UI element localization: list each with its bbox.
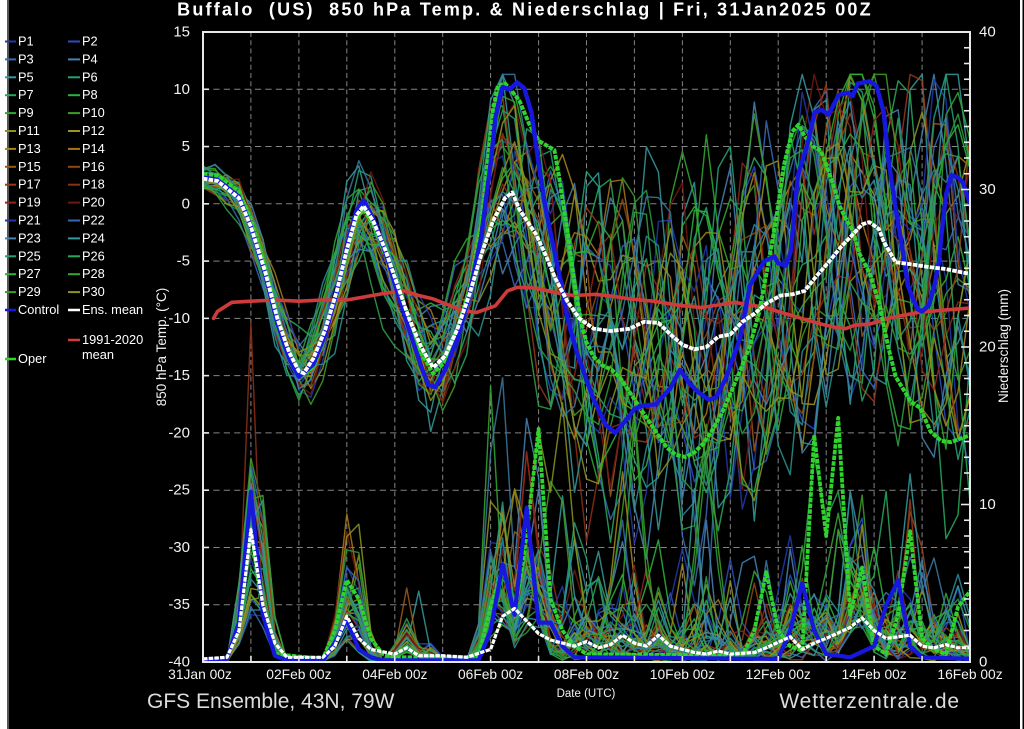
svg-text:40: 40 <box>979 24 996 41</box>
svg-text:P18: P18 <box>82 177 105 192</box>
svg-text:30: 30 <box>979 181 996 198</box>
svg-text:P21: P21 <box>18 213 41 228</box>
svg-text:P25: P25 <box>18 248 41 263</box>
svg-text:P29: P29 <box>18 284 41 299</box>
svg-text:P11: P11 <box>18 123 40 138</box>
svg-text:Date (UTC): Date (UTC) <box>557 688 616 700</box>
svg-text:-40: -40 <box>168 654 190 671</box>
svg-text:P13: P13 <box>18 141 41 156</box>
svg-text:Buffalo (US) 850 hPa Temp. &: Buffalo (US) 850 hPa Temp. & Niederschla… <box>177 0 873 20</box>
svg-text:-15: -15 <box>168 367 190 384</box>
svg-text:P14: P14 <box>82 141 105 156</box>
svg-text:0: 0 <box>182 195 190 212</box>
svg-text:08Feb 00z: 08Feb 00z <box>554 667 619 682</box>
svg-text:P16: P16 <box>82 159 105 174</box>
svg-text:-30: -30 <box>168 539 190 556</box>
svg-text:P20: P20 <box>82 195 105 210</box>
svg-text:P15: P15 <box>18 159 41 174</box>
svg-text:GFS Ensemble, 43N, 79W: GFS Ensemble, 43N, 79W <box>147 690 395 713</box>
svg-text:Wetterzentrale.de: Wetterzentrale.de <box>779 690 960 713</box>
svg-text:P22: P22 <box>82 213 105 228</box>
svg-text:12Feb 00z: 12Feb 00z <box>746 667 811 682</box>
svg-text:1991-2020: 1991-2020 <box>82 332 143 347</box>
svg-text:-10: -10 <box>168 310 190 327</box>
svg-text:20: 20 <box>979 339 996 356</box>
svg-text:P17: P17 <box>18 177 41 192</box>
svg-text:-25: -25 <box>168 482 190 499</box>
svg-text:02Feb 00z: 02Feb 00z <box>266 667 331 682</box>
svg-text:P5: P5 <box>18 69 34 84</box>
svg-text:31Jan 00z: 31Jan 00z <box>168 667 232 682</box>
svg-text:P23: P23 <box>18 230 41 245</box>
svg-text:10Feb 00z: 10Feb 00z <box>650 667 715 682</box>
svg-text:P9: P9 <box>18 105 34 120</box>
svg-text:0: 0 <box>979 654 987 671</box>
svg-text:-20: -20 <box>168 424 190 441</box>
svg-text:P4: P4 <box>82 51 98 66</box>
svg-text:-35: -35 <box>168 596 190 613</box>
svg-text:-5: -5 <box>177 253 190 270</box>
svg-text:P7: P7 <box>18 87 34 102</box>
svg-text:P28: P28 <box>82 266 105 281</box>
svg-text:06Feb 00z: 06Feb 00z <box>458 667 523 682</box>
svg-text:mean: mean <box>82 347 114 362</box>
svg-text:P24: P24 <box>82 230 105 245</box>
svg-text:Oper: Oper <box>18 351 47 366</box>
svg-text:15: 15 <box>173 24 190 41</box>
svg-text:04Feb 00z: 04Feb 00z <box>362 667 427 682</box>
svg-text:Control: Control <box>18 302 59 317</box>
svg-text:P8: P8 <box>82 87 98 102</box>
svg-text:P27: P27 <box>18 266 41 281</box>
svg-text:16Feb 00z: 16Feb 00z <box>937 667 1002 682</box>
svg-text:14Feb 00z: 14Feb 00z <box>841 667 906 682</box>
svg-text:P26: P26 <box>82 248 105 263</box>
svg-text:850 hPa Temp. (°C): 850 hPa Temp. (°C) <box>154 288 169 406</box>
svg-text:P10: P10 <box>82 105 105 120</box>
svg-text:P19: P19 <box>18 195 41 210</box>
svg-text:P3: P3 <box>18 51 34 66</box>
svg-text:Niederschlag (mm): Niederschlag (mm) <box>996 289 1011 403</box>
svg-text:P2: P2 <box>82 34 98 49</box>
svg-text:10: 10 <box>173 81 190 98</box>
svg-text:5: 5 <box>182 138 190 155</box>
svg-text:P6: P6 <box>82 69 98 84</box>
svg-text:Ens. mean: Ens. mean <box>82 302 143 317</box>
svg-text:P12: P12 <box>82 123 105 138</box>
svg-text:P1: P1 <box>18 34 34 49</box>
svg-text:P30: P30 <box>82 284 105 299</box>
svg-text:10: 10 <box>979 496 996 513</box>
